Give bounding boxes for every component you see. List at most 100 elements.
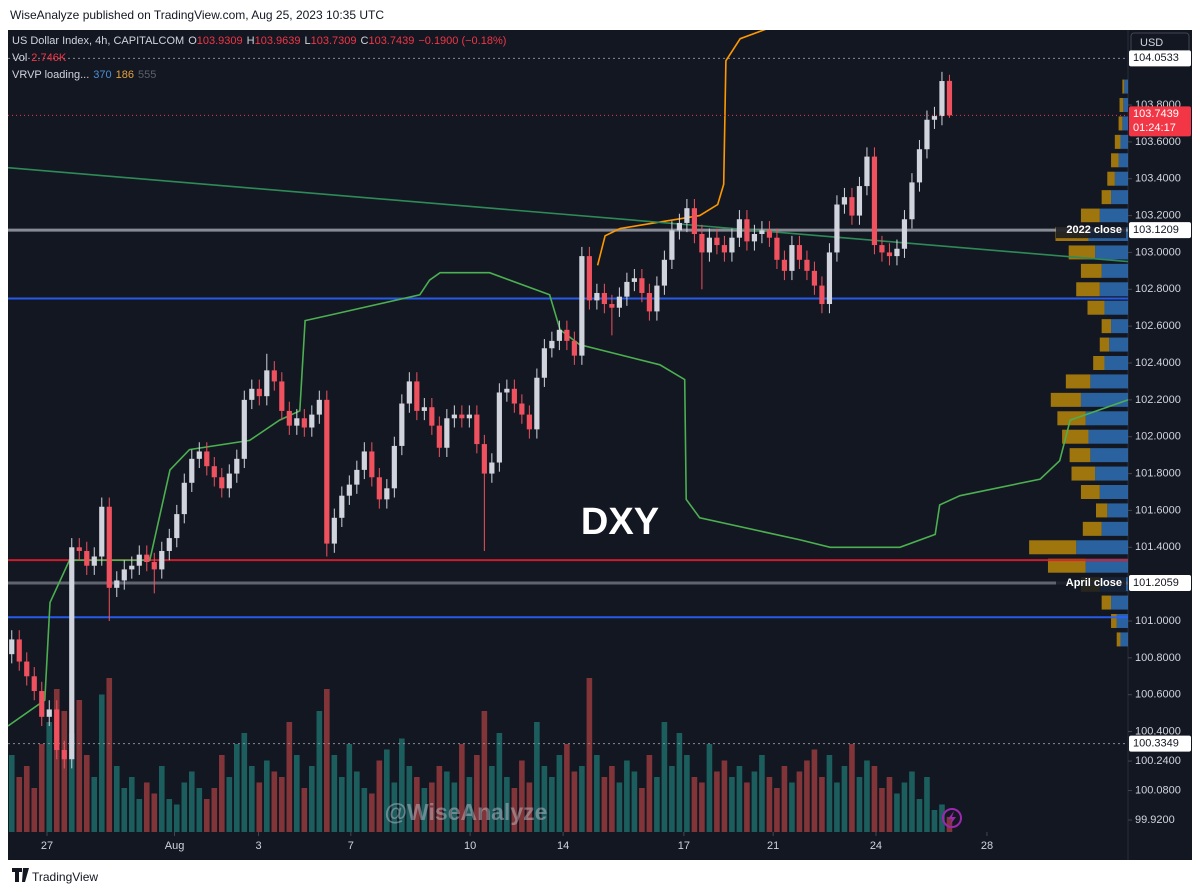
volume-bar (676, 733, 683, 832)
volume-bar (901, 782, 908, 832)
candle-body (811, 270, 818, 286)
candle-body (136, 554, 142, 566)
candle-body (31, 676, 37, 692)
volume-bar (714, 771, 720, 832)
footer: TradingView (32, 870, 99, 884)
candle-body (24, 661, 30, 677)
profile-up (1099, 282, 1128, 297)
volume-bar (113, 766, 120, 832)
volume-bar (38, 744, 45, 832)
volume-bar (534, 722, 540, 832)
profile-up (1122, 116, 1128, 131)
candle-body (871, 156, 878, 246)
profile-down (1101, 190, 1112, 205)
volume-bar (376, 760, 383, 832)
volume-bar (8, 755, 15, 832)
profile-down (1082, 521, 1102, 536)
candle-body (16, 639, 22, 662)
candle-body (339, 495, 345, 518)
candle-body (879, 245, 885, 253)
candle-body (99, 506, 105, 557)
volume-bar (639, 788, 645, 832)
x-tick-label: 7 (348, 840, 354, 852)
candle-body (406, 381, 412, 404)
candle-body (346, 484, 352, 496)
volume-bar (744, 782, 750, 832)
ohlc-value: 103.9309 (196, 35, 243, 47)
candle-body (736, 219, 743, 238)
candle-body (744, 219, 750, 242)
volume-bar (294, 755, 300, 832)
ohlc-value: 103.9639 (254, 35, 301, 47)
candle-body (459, 414, 465, 419)
candle-body (196, 451, 202, 459)
profile-up (1107, 503, 1128, 518)
volume-bar (166, 799, 173, 832)
volume-bar (841, 766, 848, 832)
profile-up (1101, 263, 1128, 278)
volume-bar (781, 766, 788, 832)
candle-body (361, 451, 367, 470)
profile-up (1124, 79, 1128, 94)
candle-body (324, 399, 330, 544)
volume-bar (429, 782, 435, 832)
profile-down (1111, 613, 1117, 628)
candle-body (714, 237, 720, 246)
candle-body (189, 458, 195, 483)
alert-icon[interactable] (942, 808, 962, 828)
profile-down (1080, 208, 1100, 223)
x-tick-label: Aug (165, 840, 185, 852)
axis-label-box (1129, 50, 1191, 67)
candle-body (684, 208, 690, 223)
profile-up (1099, 484, 1128, 499)
last-price: 103.7439 (1133, 108, 1179, 120)
volume-bar (143, 782, 150, 832)
legend-main: US Dollar Index, 4h, CAPITALCOM O103.930… (12, 35, 506, 47)
publisher: WiseAnalyze published on TradingView.com… (10, 8, 385, 22)
volume-bar (879, 788, 885, 832)
candle-body (916, 149, 923, 183)
volume-bar (234, 744, 240, 832)
candle-body (676, 222, 682, 231)
candle-body (421, 407, 427, 411)
volume-bar (226, 777, 233, 832)
candle-body (639, 278, 645, 293)
candle-body (429, 407, 435, 426)
candle-body (931, 116, 938, 120)
profile-down (1080, 263, 1102, 278)
candle-body (819, 285, 825, 305)
candle-body (106, 506, 112, 588)
candle-body (181, 482, 187, 515)
volume-bar (811, 749, 818, 832)
candle-body (841, 197, 848, 205)
candle-body (601, 292, 607, 305)
x-tick-label: 24 (870, 840, 882, 852)
level-label-box (1056, 575, 1126, 592)
y-tick-label: 99.9200 (1135, 814, 1175, 826)
volume-bar (669, 766, 675, 832)
chart-background (8, 30, 1192, 860)
candle-body (939, 81, 945, 117)
candle-body (489, 462, 495, 474)
volume-bar (691, 777, 698, 832)
profile-down (1068, 245, 1096, 260)
logo (12, 868, 29, 882)
ohlc-label: L (304, 35, 311, 47)
candle-body (466, 414, 472, 419)
volume-bar (31, 788, 38, 832)
volume-bar (481, 711, 488, 832)
volume-bar (361, 788, 368, 832)
profile-down (1076, 282, 1100, 297)
candle-body (211, 466, 217, 478)
volume-bar (819, 777, 825, 832)
profile-down (1029, 540, 1077, 555)
vrvp-value: 370 (93, 69, 112, 81)
level-label: April close (1066, 577, 1122, 589)
candle-body (76, 547, 82, 551)
y-tick-label: 100.4000 (1135, 725, 1181, 737)
candle-body (534, 377, 540, 430)
candle-body (54, 709, 60, 750)
profile-down (1119, 98, 1124, 113)
volume-bar (91, 777, 98, 832)
volume-bar (489, 766, 495, 832)
